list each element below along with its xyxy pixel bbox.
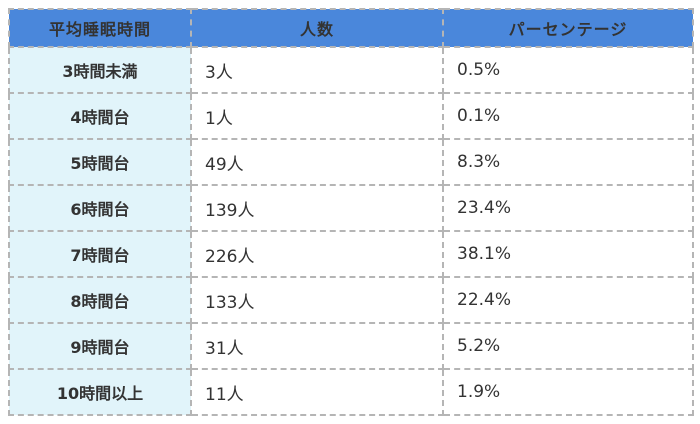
cell-percentage: 1.9%: [442, 368, 694, 416]
row-header-sleep-time: 6時間台: [8, 184, 192, 232]
cell-percentage: 0.1%: [442, 92, 694, 140]
table-row: 10時間以上 11人 1.9%: [8, 368, 694, 416]
cell-count: 226人: [190, 230, 444, 278]
cell-count: 3人: [190, 46, 444, 94]
row-header-sleep-time: 5時間台: [8, 138, 192, 186]
row-header-sleep-time: 7時間台: [8, 230, 192, 278]
cell-count: 133人: [190, 276, 444, 324]
table-row: 3時間未満 3人 0.5%: [8, 46, 694, 94]
cell-count: 1人: [190, 92, 444, 140]
row-header-sleep-time: 3時間未満: [8, 46, 192, 94]
cell-percentage: 22.4%: [442, 276, 694, 324]
cell-percentage: 23.4%: [442, 184, 694, 232]
cell-percentage: 8.3%: [442, 138, 694, 186]
sleep-survey-table-container: 平均睡眠時間 人数 パーセンテージ 3時間未満 3人 0.5% 4時間台 1人 …: [8, 8, 694, 416]
cell-count: 11人: [190, 368, 444, 416]
row-header-sleep-time: 8時間台: [8, 276, 192, 324]
column-header-count: 人数: [190, 8, 444, 48]
cell-percentage: 5.2%: [442, 322, 694, 370]
cell-count: 139人: [190, 184, 444, 232]
cell-count: 31人: [190, 322, 444, 370]
row-header-sleep-time: 9時間台: [8, 322, 192, 370]
table-row: 6時間台 139人 23.4%: [8, 184, 694, 232]
table-row: 5時間台 49人 8.3%: [8, 138, 694, 186]
table-row: 4時間台 1人 0.1%: [8, 92, 694, 140]
row-header-sleep-time: 10時間以上: [8, 368, 192, 416]
column-header-sleep-time: 平均睡眠時間: [8, 8, 192, 48]
table-row: 8時間台 133人 22.4%: [8, 276, 694, 324]
table-row: 9時間台 31人 5.2%: [8, 322, 694, 370]
sleep-survey-table: 平均睡眠時間 人数 パーセンテージ 3時間未満 3人 0.5% 4時間台 1人 …: [8, 8, 694, 416]
cell-percentage: 0.5%: [442, 46, 694, 94]
table-row: 7時間台 226人 38.1%: [8, 230, 694, 278]
column-header-percentage: パーセンテージ: [442, 8, 694, 48]
header-row: 平均睡眠時間 人数 パーセンテージ: [8, 8, 694, 48]
cell-count: 49人: [190, 138, 444, 186]
row-header-sleep-time: 4時間台: [8, 92, 192, 140]
cell-percentage: 38.1%: [442, 230, 694, 278]
